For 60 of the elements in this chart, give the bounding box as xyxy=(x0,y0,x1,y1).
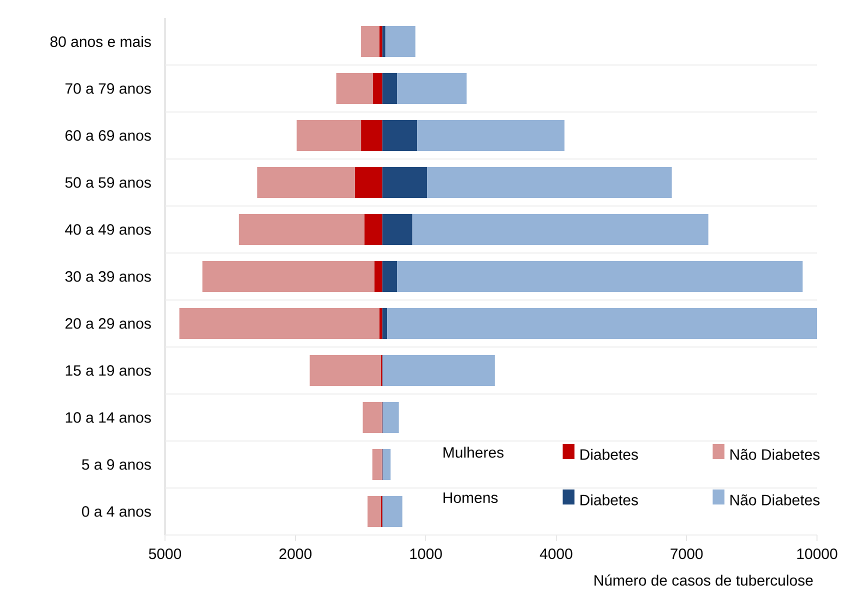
bar xyxy=(382,214,412,245)
bar xyxy=(368,496,382,527)
legend-label: Não Diabetes xyxy=(730,448,820,460)
bar xyxy=(202,260,375,292)
y-tick-label: 10 a 14 anos xyxy=(66,412,151,423)
bar xyxy=(397,260,803,292)
bar xyxy=(379,26,382,57)
y-tick-label: 0 a 4 anos xyxy=(82,506,151,517)
legend-label: Diabetes xyxy=(580,494,638,506)
bar xyxy=(179,308,380,339)
bar xyxy=(354,166,382,198)
y-tick-label: 70 a 79 anos xyxy=(66,83,151,94)
bar xyxy=(372,448,382,480)
legend-label: Não Diabetes xyxy=(730,494,820,506)
bar xyxy=(382,120,418,151)
bar xyxy=(257,166,355,198)
bar xyxy=(417,120,564,151)
bar xyxy=(382,402,399,433)
bar xyxy=(310,354,382,386)
y-tick-label: 20 a 29 anos xyxy=(65,318,151,329)
bar xyxy=(382,448,391,480)
x-tick-label: 1000 xyxy=(410,548,442,560)
annotation: Mulheres xyxy=(444,446,504,458)
bar xyxy=(362,402,382,433)
bar xyxy=(412,214,708,245)
bar xyxy=(372,72,382,104)
bar xyxy=(364,214,382,245)
bar xyxy=(379,308,382,339)
bar xyxy=(385,26,416,57)
bar xyxy=(361,26,380,57)
bar xyxy=(336,72,373,104)
annotation: Homens xyxy=(444,492,498,503)
bar xyxy=(374,260,382,292)
bar xyxy=(382,260,398,292)
x-tick-label: 5000 xyxy=(148,548,182,560)
bar xyxy=(382,496,402,527)
x-tick-label: 7000 xyxy=(670,548,703,560)
bar xyxy=(382,72,398,104)
bar xyxy=(382,308,388,339)
bar xyxy=(382,354,495,386)
bar xyxy=(397,72,467,104)
y-tick-label: 50 a 59 anos xyxy=(65,177,151,188)
x-axis-title: Número de casos de tuberculose xyxy=(594,574,813,586)
legend-label: Diabetes xyxy=(580,448,638,460)
y-tick-label: 80 anos e mais xyxy=(50,36,151,47)
x-tick-label: 2000 xyxy=(279,548,312,560)
y-tick-label: 5 a 9 anos xyxy=(82,459,151,470)
bar xyxy=(238,214,365,245)
bar xyxy=(382,26,386,57)
y-tick-label: 15 a 19 anos xyxy=(66,365,151,376)
y-tick-label: 30 a 39 anos xyxy=(65,271,151,282)
bar xyxy=(296,120,362,151)
bar xyxy=(427,166,672,198)
x-tick-label: 10000 xyxy=(797,548,838,560)
bar xyxy=(387,308,817,339)
x-tick-label: 4000 xyxy=(540,548,572,560)
y-tick-label: 40 a 49 anos xyxy=(65,224,151,235)
bar xyxy=(361,120,382,151)
bar xyxy=(382,166,428,198)
y-tick-label: 60 a 69 anos xyxy=(66,130,151,141)
